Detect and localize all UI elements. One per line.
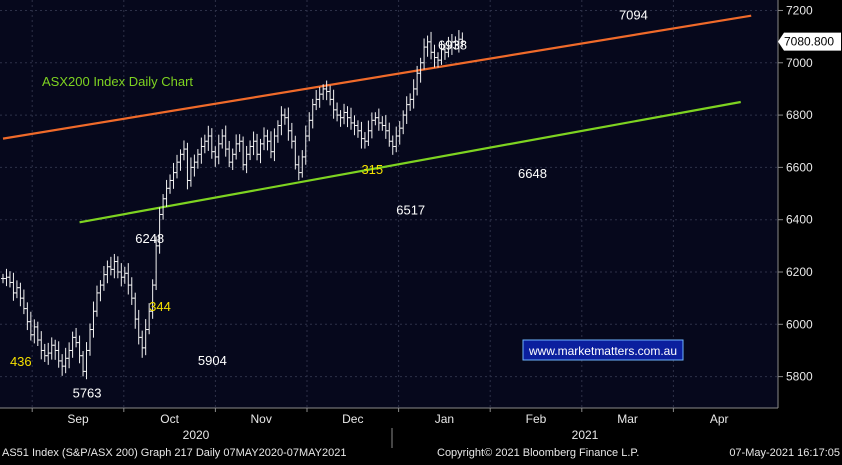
last-price-tag: 7080.800 xyxy=(778,32,841,51)
annotations: 436 5763 6248 344 5904 315 6517 6938 6648 7094 xyxy=(10,8,648,401)
footer-left: AS51 Index (S&P/ASX 200) Graph 217 Daily… xyxy=(2,447,346,459)
trendline-upper xyxy=(2,14,752,140)
annotation-label: 7094 xyxy=(619,8,648,23)
last-price-label: 7080.800 xyxy=(784,35,834,49)
annotation-label: 5904 xyxy=(198,353,227,368)
chart-title: ASX200 Index Daily Chart xyxy=(42,74,193,89)
month-label: Apr xyxy=(710,412,729,426)
trendlines xyxy=(2,14,752,224)
y-tick-label: 6200 xyxy=(786,265,813,279)
month-label: Mar xyxy=(617,412,638,426)
annotation-label: 6248 xyxy=(135,231,164,246)
y-tick-label: 6000 xyxy=(786,317,813,331)
year-label: 2020 xyxy=(183,428,210,442)
footer-center: Copyright© 2021 Bloomberg Finance L.P. xyxy=(437,447,639,459)
trendline-lower xyxy=(79,100,741,224)
y-tick-label: 5800 xyxy=(786,370,813,384)
month-label: Oct xyxy=(160,412,179,426)
watermark-text: www.marketmatters.com.au xyxy=(528,344,677,358)
y-tick-label: 6600 xyxy=(786,160,813,174)
annotation-label: 5763 xyxy=(73,386,102,401)
annotation-label: 6938 xyxy=(438,38,467,53)
year-label: 2021 xyxy=(572,428,599,442)
watermark-box xyxy=(522,339,684,361)
y-tick-label: 7200 xyxy=(786,3,813,17)
axes: 5800 6000 6200 6400 6600 6800 7000 7200 Sep Oct No… xyxy=(31,3,813,448)
annotation-label: 344 xyxy=(149,299,171,314)
annotation-label: 6517 xyxy=(396,202,425,217)
price-bars xyxy=(1,30,465,380)
month-label: Sep xyxy=(67,412,89,426)
y-tick-label: 7000 xyxy=(786,56,813,70)
annotation-label: 315 xyxy=(361,162,383,177)
month-label: Nov xyxy=(251,412,272,426)
month-label: Feb xyxy=(526,412,547,426)
month-label: Jan xyxy=(435,412,454,426)
annotation-label: 6648 xyxy=(518,166,547,181)
y-tick-label: 6800 xyxy=(786,108,813,122)
annotation-label: 436 xyxy=(10,354,32,369)
month-label: Dec xyxy=(342,412,363,426)
footer-right: 07-May-2021 16:17:05 xyxy=(729,447,840,459)
last-price-marker xyxy=(778,32,841,51)
y-tick-label: 6400 xyxy=(786,213,813,227)
